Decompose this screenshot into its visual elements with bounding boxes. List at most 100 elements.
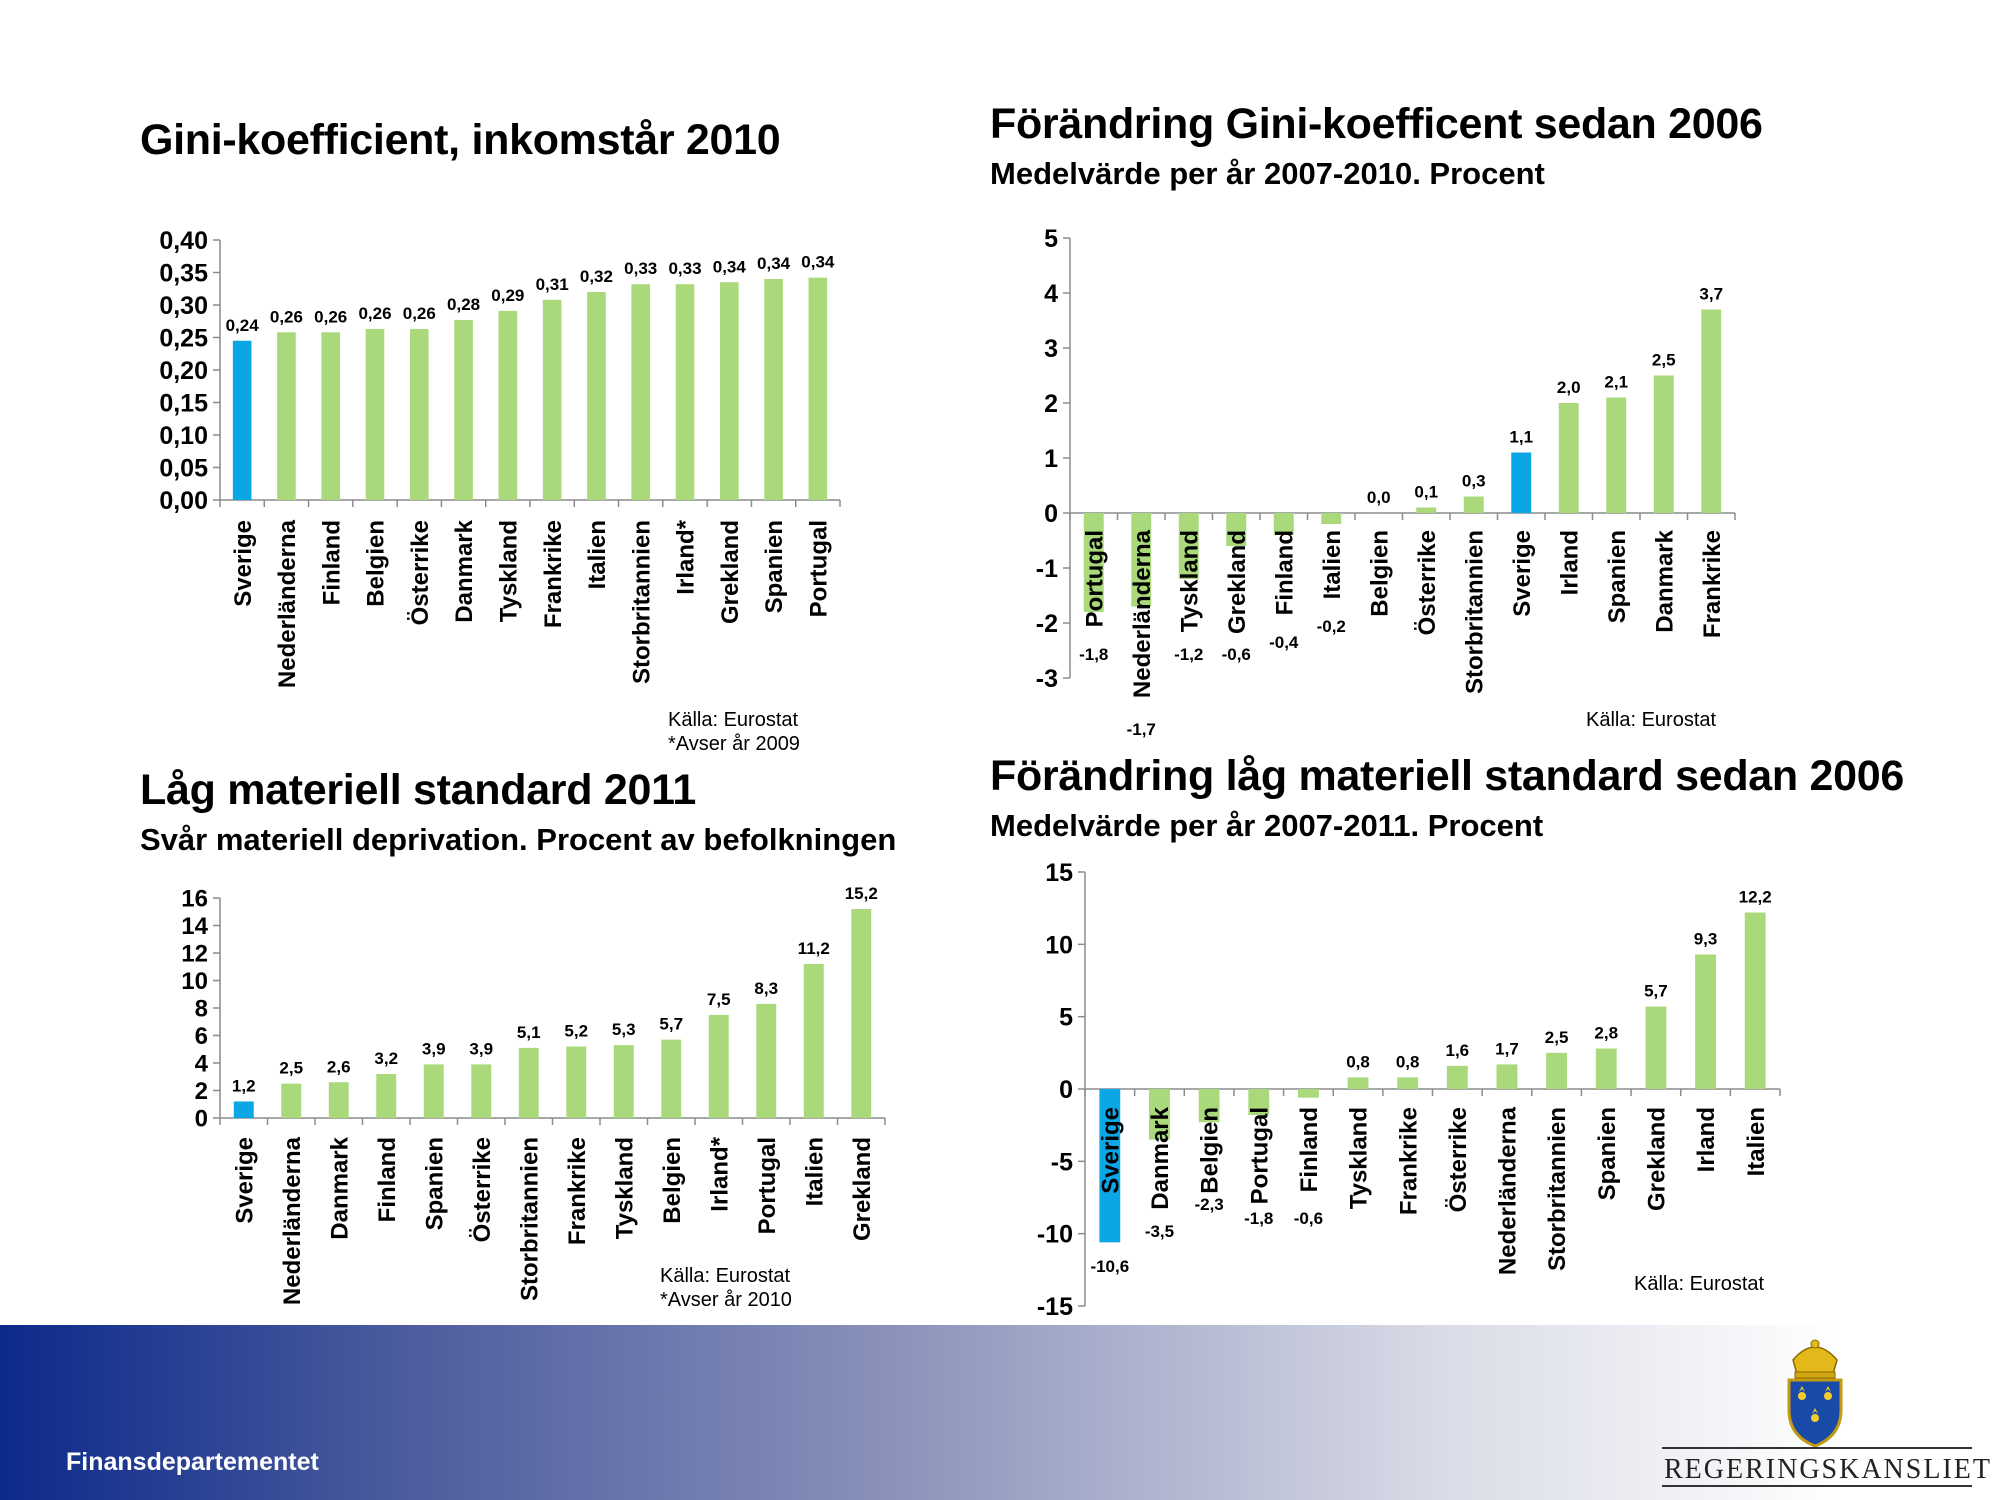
data-label: -0,6: [1294, 1209, 1323, 1228]
chart4-title: Förändring låg materiell standard sedan …: [990, 752, 1904, 800]
chart4-source-line: Källa: Eurostat: [1634, 1273, 1765, 1295]
chart2-title: Förändring Gini-koefficent sedan 2006: [990, 100, 1763, 148]
category-label: Frankrike: [540, 520, 567, 628]
category-label: Belgien: [1366, 530, 1393, 617]
bar-danmark: [1149, 1089, 1170, 1140]
chart2-source: Källa: Eurostat: [1586, 708, 1716, 732]
data-label: 0,34: [757, 254, 791, 273]
y-tick-label: 10: [1045, 931, 1073, 959]
category-label: Sverige: [230, 520, 257, 607]
bar-italien: [1321, 513, 1342, 524]
data-label: 0,26: [270, 307, 303, 326]
category-label: Danmark: [1147, 1106, 1174, 1209]
bar-irland: [1695, 954, 1716, 1089]
y-tick-label: 15: [1045, 859, 1073, 887]
data-label: 15,2: [845, 884, 878, 903]
bar-frankrike: [1701, 309, 1722, 513]
y-tick-label: 0,30: [159, 292, 208, 320]
bar-nederländerna: [277, 332, 296, 500]
y-tick-label: 12: [181, 941, 208, 968]
chart4-subtitle: Medelvärde per år 2007-2011. Procent: [990, 808, 1544, 843]
data-label: 2,8: [1594, 1023, 1618, 1042]
y-tick-label: 0,20: [159, 357, 208, 385]
category-label: Portugal: [1246, 1107, 1273, 1204]
y-tick-label: 5: [1059, 1004, 1073, 1032]
category-label: Irland: [1693, 1107, 1720, 1172]
data-label: 5,2: [564, 1022, 588, 1041]
bar-portugal: [1083, 513, 1104, 612]
category-label: Nederländerna: [279, 1136, 306, 1305]
category-label: Irland: [1556, 530, 1583, 595]
bar-italien: [803, 964, 824, 1118]
chart3-title: Låg materiell standard 2011: [140, 766, 696, 814]
data-label: 0,33: [624, 259, 657, 278]
data-label: 2,6: [327, 1057, 351, 1076]
data-label: 2,0: [1557, 378, 1581, 397]
data-label: 5,1: [517, 1023, 541, 1042]
category-label: Österrike: [1445, 1107, 1472, 1212]
y-tick-label: -5: [1051, 1148, 1073, 1176]
data-label: 0,28: [447, 295, 480, 314]
bar-portugal: [1248, 1089, 1270, 1116]
y-tick-label: 0,25: [159, 325, 208, 353]
category-label: Grekland: [1224, 530, 1251, 634]
data-label: 7,5: [707, 990, 731, 1009]
data-label: 5,7: [1644, 982, 1668, 1001]
logo-wordmark: REGERINGSKANSLIET: [1664, 1454, 1992, 1485]
y-tick-label: 14: [181, 913, 208, 940]
bar-frankrike: [1397, 1077, 1419, 1089]
bar-tyskland: [498, 310, 518, 500]
data-label: -0,2: [1317, 617, 1346, 636]
bar-spanien: [1595, 1048, 1617, 1089]
chart4-source: Källa: Eurostat: [1634, 1272, 1764, 1296]
data-label: 0,1: [1414, 483, 1438, 502]
category-label: Österrike: [407, 520, 434, 625]
chart2-source-line: Källa: Eurostat: [1586, 709, 1717, 731]
category-label: Belgien: [363, 520, 390, 607]
category-label: Portugal: [1081, 530, 1108, 627]
y-tick-label: 10: [181, 968, 208, 995]
bar-nederländerna: [1496, 1064, 1518, 1089]
bar-spanien: [423, 1064, 444, 1118]
category-label: Tyskland: [1346, 1107, 1373, 1209]
bar-grekland: [1226, 513, 1247, 546]
category-label: Grekland: [717, 520, 744, 624]
data-label: 0,24: [226, 316, 260, 335]
bar-danmark: [454, 319, 473, 500]
bar-österrike: [471, 1064, 492, 1118]
category-label: Sverige: [1097, 1107, 1124, 1194]
data-label: 0,31: [536, 275, 569, 294]
data-label: 0,26: [314, 307, 347, 326]
category-label: Frankrike: [1395, 1107, 1422, 1215]
category-label: Storbritannien: [1544, 1107, 1571, 1271]
bar-storbritannien: [1463, 496, 1484, 513]
data-label: 3,7: [1699, 285, 1723, 304]
data-label: 1,2: [232, 1077, 256, 1096]
y-tick-label: 0,35: [159, 260, 208, 288]
data-label: 2,5: [1545, 1028, 1569, 1047]
y-tick-label: -2: [1036, 610, 1058, 638]
bar-spanien: [1606, 397, 1627, 513]
bar-finland: [1273, 513, 1294, 535]
y-tick-label: 0,05: [159, 455, 208, 483]
data-label: 0,0: [1367, 488, 1391, 507]
category-label: Portugal: [754, 1137, 781, 1234]
category-label: Storbritannien: [1461, 530, 1488, 694]
data-label: -1,7: [1127, 720, 1156, 739]
category-label: Storbritannien: [516, 1137, 543, 1301]
y-tick-label: 4: [195, 1051, 209, 1078]
y-tick-label: 2: [1044, 390, 1058, 418]
bar-irland: [708, 1014, 729, 1118]
category-label: Nederländerna: [1129, 529, 1156, 698]
data-label: 0,29: [491, 286, 524, 305]
category-label: Spanien: [761, 520, 788, 613]
bar-sverige: [233, 1101, 254, 1118]
chart2-subtitle: Medelvärde per år 2007-2010. Procent: [990, 156, 1545, 191]
data-label: 11,2: [798, 939, 830, 958]
category-label: Grekland: [849, 1137, 876, 1241]
data-label: 3,2: [374, 1049, 398, 1068]
data-label: 0,34: [713, 257, 747, 276]
data-label: -0,6: [1222, 645, 1251, 664]
bar-portugal: [756, 1003, 777, 1118]
